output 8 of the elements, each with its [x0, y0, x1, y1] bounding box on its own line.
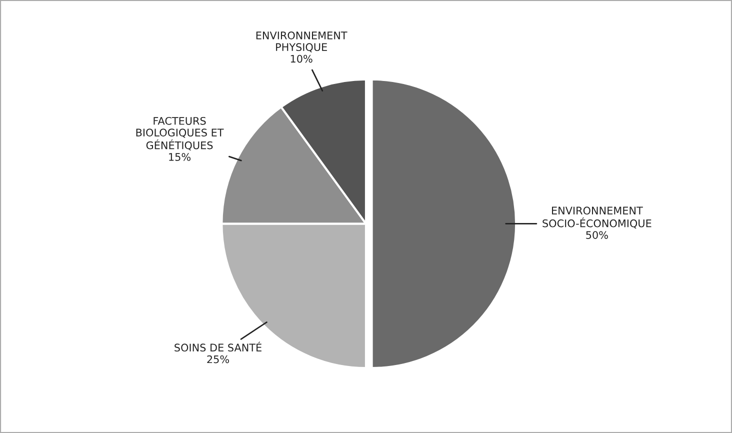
slice-label: ENVIRONNEMENT SOCIO-ÉCONOMIQUE [542, 206, 652, 228]
slice-label: SOINS DE SANTÉ [174, 342, 262, 352]
slice-label: FACTEURS BIOLOGIQUES ET GÉNÉTIQUES [136, 116, 224, 150]
data-label: 50% [586, 231, 608, 239]
data-label: 15% [169, 153, 191, 161]
slice-label: ENVIRONNEMENT PHYSIQUE [256, 31, 348, 52]
data-label: 25% [207, 355, 230, 364]
data-label: 10% [290, 54, 312, 63]
